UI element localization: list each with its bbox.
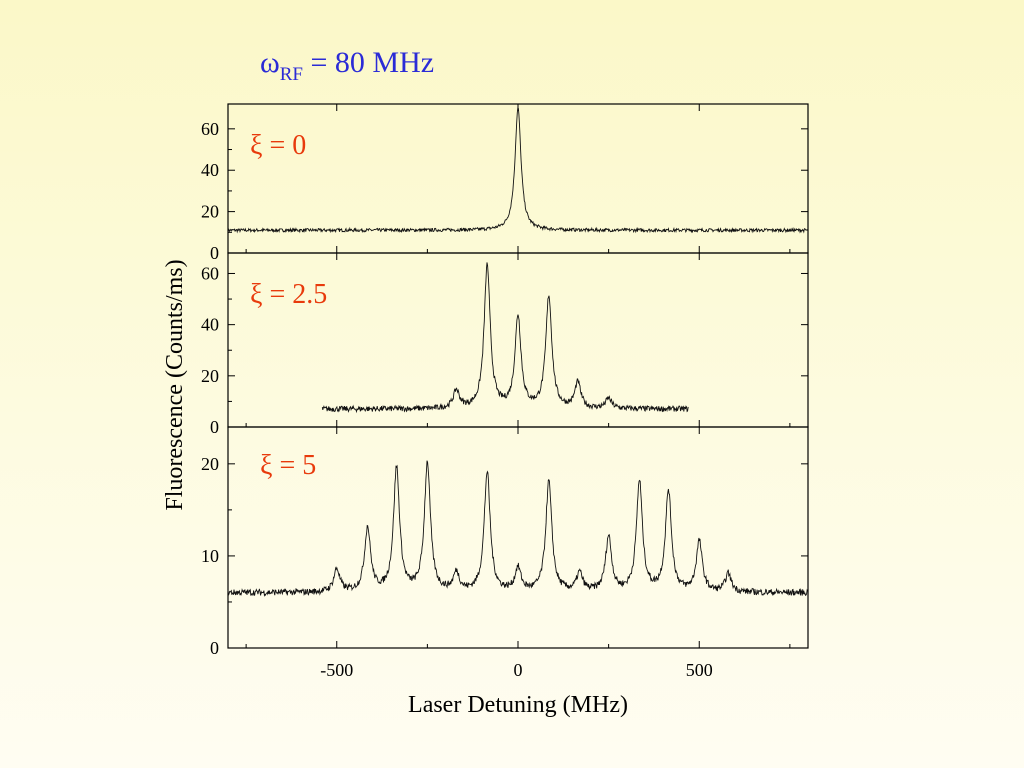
y-tick-label: 40 <box>201 160 219 180</box>
y-tick-label: 20 <box>201 202 219 222</box>
panel-2: 0 20 40 60 ξ = 2.5 <box>201 252 809 437</box>
panel-3: 0 10 20 ξ = 5 <box>201 426 809 658</box>
y-tick-label: 40 <box>201 315 219 335</box>
y-tick-label: 60 <box>201 119 219 139</box>
x-tick-label: -500 <box>320 660 353 680</box>
y-tick-label: 60 <box>201 263 219 283</box>
y-tick-label: 0 <box>210 417 219 437</box>
y-axis-title: Fluorescence (Counts/ms) <box>162 259 188 510</box>
spectrum-line <box>227 107 808 234</box>
y-tick-label: 0 <box>210 638 219 658</box>
spectrum-line <box>227 460 809 597</box>
panel-label: ξ = 0 <box>250 130 306 161</box>
title-subscript: RF <box>280 64 303 85</box>
spectrum-line <box>321 262 689 414</box>
stacked-spectra: 0 20 40 60 ξ = 0 0 20 40 60 ξ = 2.5 0 10 20 ξ = 5 -500… <box>201 103 809 680</box>
title-rest: = 80 MHz <box>303 46 434 79</box>
slide-title: ωRF = 80 MHz <box>260 46 434 85</box>
x-axis-title: Laser Detuning (MHz) <box>408 692 628 718</box>
y-tick-label: 20 <box>201 454 219 474</box>
title-omega: ω <box>260 46 280 79</box>
y-tick-label: 0 <box>210 243 219 263</box>
y-tick-label: 20 <box>201 366 219 386</box>
panel-label: ξ = 2.5 <box>250 279 327 310</box>
y-tick-label: 10 <box>201 546 219 566</box>
x-tick-label: 500 <box>686 660 713 680</box>
x-tick-label: 0 <box>514 660 523 680</box>
panel-label: ξ = 5 <box>260 450 316 481</box>
panel-1: 0 20 40 60 ξ = 0 <box>201 103 809 263</box>
